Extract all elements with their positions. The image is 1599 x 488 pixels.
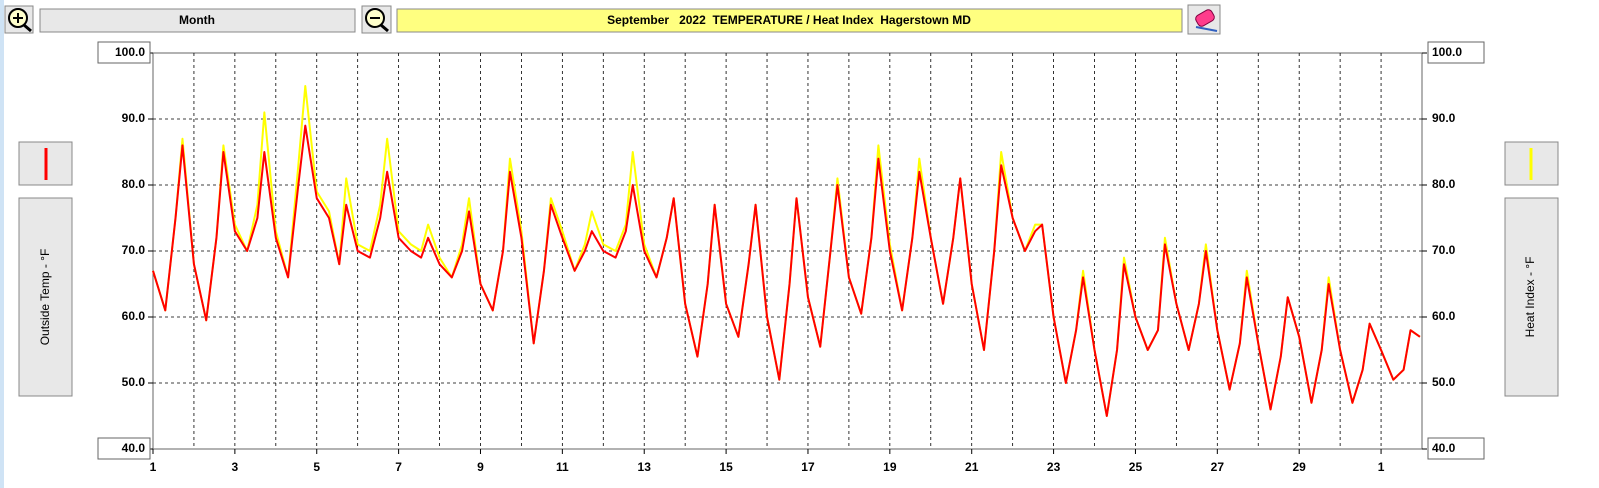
x-tick-label: 15	[719, 460, 733, 474]
x-tick-label: 19	[883, 460, 897, 474]
x-tick-label: 1	[150, 460, 157, 474]
y-tick-label: 100.0	[115, 45, 145, 59]
x-tick-label: 13	[638, 460, 652, 474]
y-tick-label: 60.0	[122, 309, 146, 323]
zoom-out-button[interactable]	[361, 5, 392, 34]
title-box	[396, 8, 1183, 33]
y-tick-label: 40.0	[122, 441, 146, 455]
y2-tick-label: 90.0	[1432, 111, 1456, 125]
y-axis-label: Outside Temp - °F	[38, 249, 52, 346]
tick-label-box	[97, 41, 151, 64]
window-edge	[0, 0, 4, 488]
y2-tick-label: 50.0	[1432, 375, 1456, 389]
x-tick-label: 5	[313, 460, 320, 474]
x-tick-label: 11	[556, 460, 569, 474]
x-tick-label: 7	[395, 460, 402, 474]
y2-tick-label: 100.0	[1432, 45, 1462, 59]
y-tick-label: 70.0	[122, 243, 146, 257]
x-tick-label: 25	[1129, 460, 1143, 474]
y2-tick-label: 40.0	[1432, 441, 1456, 455]
x-tick-label: 17	[801, 460, 815, 474]
y-tick-label: 50.0	[122, 375, 146, 389]
chart-title: September 2022 TEMPERATURE / Heat Index …	[607, 13, 971, 27]
axis-label-button-right[interactable]	[1504, 197, 1559, 397]
tick-label-box	[1427, 437, 1485, 460]
y2-tick-label: 60.0	[1432, 309, 1456, 323]
clear-button[interactable]	[1187, 4, 1221, 35]
plot-area	[152, 52, 1423, 450]
axis-label-button-left[interactable]	[18, 197, 73, 397]
y2-axis-label: Heat Index - °F	[1523, 257, 1537, 338]
y-tick-label: 90.0	[122, 111, 146, 125]
y2-tick-label: 80.0	[1432, 177, 1456, 191]
y2-tick-label: 70.0	[1432, 243, 1456, 257]
x-tick-label: 1	[1378, 460, 1385, 474]
x-tick-label: 21	[965, 460, 979, 474]
range-field[interactable]	[39, 8, 356, 33]
x-tick-label: 9	[477, 460, 484, 474]
range-label: Month	[179, 13, 215, 27]
zoom-in-button[interactable]	[4, 5, 34, 34]
tick-label-box	[97, 437, 151, 460]
x-tick-label: 29	[1293, 460, 1307, 474]
x-tick-label: 27	[1211, 460, 1225, 474]
x-tick-label: 23	[1047, 460, 1061, 474]
tick-label-box	[1427, 41, 1485, 64]
series-line	[152, 124, 1421, 417]
y-tick-label: 80.0	[122, 177, 146, 191]
x-tick-label: 3	[232, 460, 239, 474]
